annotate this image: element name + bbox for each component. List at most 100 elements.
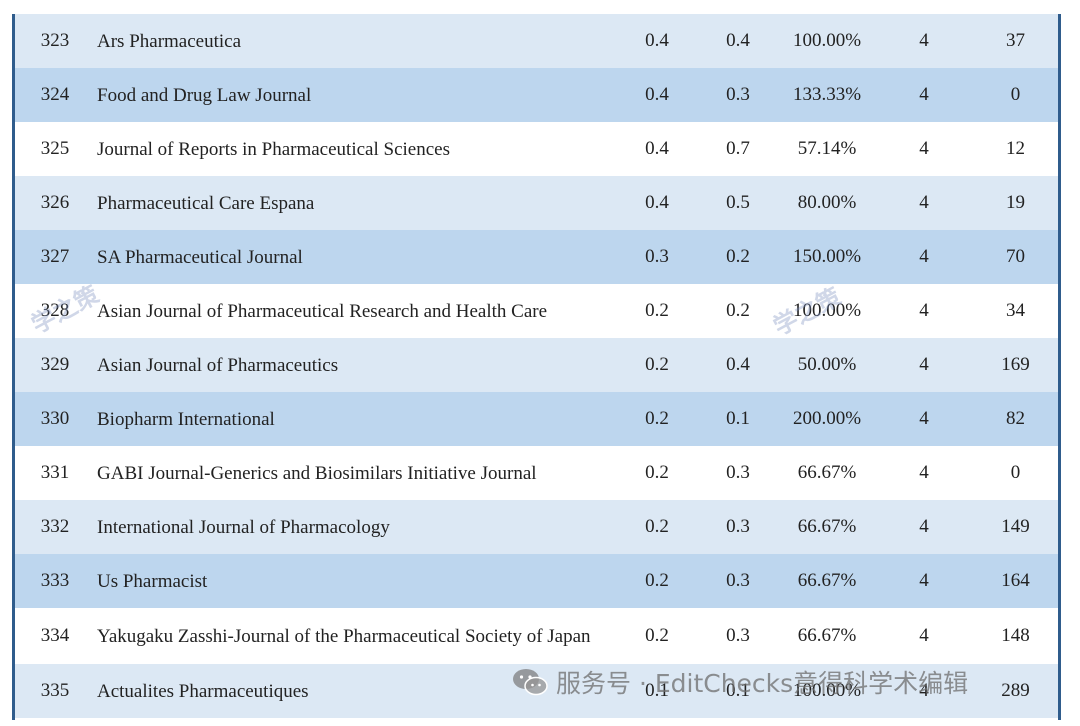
journal-name-cell: SA Pharmaceutical Journal	[97, 246, 303, 268]
percent-cell: 50.00%	[797, 354, 857, 375]
quartile-cell: 4	[919, 138, 929, 159]
quartile-cell: 4	[919, 516, 929, 537]
percent-cell: 66.67%	[797, 516, 857, 537]
journal-name-cell: Food and Drug Law Journal	[97, 84, 312, 106]
rank-cell: 335	[40, 680, 70, 701]
rank-cell: 333	[40, 570, 70, 591]
rank-cell: 330	[40, 408, 70, 429]
value-1-cell: 0.2	[645, 625, 669, 646]
table-row: 333 Us Pharmacist 0.2 0.3 66.67% 4 164	[15, 554, 1058, 608]
value-1-cell: 0.1	[645, 680, 669, 701]
rank-cell: 328	[40, 300, 70, 321]
journal-name-cell: Pharmaceutical Care Espana	[97, 192, 315, 214]
journal-name-cell: Asian Journal of Pharmaceutics	[97, 354, 339, 376]
table-row: 330 Biopharm International 0.2 0.1 200.0…	[15, 392, 1058, 446]
percent-cell: 80.00%	[797, 192, 857, 213]
value-1-cell: 0.4	[645, 84, 669, 105]
quartile-cell: 4	[919, 680, 929, 701]
value-2-cell: 0.3	[726, 84, 750, 105]
percent-cell: 66.67%	[797, 462, 857, 483]
table-row: 325 Journal of Reports in Pharmaceutical…	[15, 122, 1058, 176]
value-1-cell: 0.2	[645, 462, 669, 483]
quartile-cell: 4	[919, 192, 929, 213]
table-row: 334 Yakugaku Zasshi-Journal of the Pharm…	[15, 608, 1058, 664]
journal-name-cell: Ars Pharmaceutica	[97, 30, 242, 52]
percent-cell: 66.67%	[797, 625, 857, 646]
quartile-cell: 4	[919, 354, 929, 375]
table-row: 326 Pharmaceutical Care Espana 0.4 0.5 8…	[15, 176, 1058, 230]
value-2-cell: 0.4	[726, 30, 750, 51]
count-cell: 169	[1001, 354, 1030, 375]
value-1-cell: 0.4	[645, 138, 669, 159]
journal-name-cell: Biopharm International	[97, 408, 275, 430]
quartile-cell: 4	[919, 408, 929, 429]
value-2-cell: 0.2	[726, 300, 750, 321]
rank-cell: 334	[40, 625, 70, 646]
count-cell: 0	[1010, 84, 1021, 105]
value-2-cell: 0.3	[726, 625, 750, 646]
count-cell: 37	[1006, 30, 1025, 51]
quartile-cell: 4	[919, 625, 929, 646]
value-2-cell: 0.1	[726, 408, 750, 429]
quartile-cell: 4	[919, 246, 929, 267]
value-1-cell: 0.4	[645, 30, 669, 51]
count-cell: 19	[1006, 192, 1025, 213]
quartile-cell: 4	[919, 84, 929, 105]
table-row: 329 Asian Journal of Pharmaceutics 0.2 0…	[15, 338, 1058, 392]
percent-cell: 100.00%	[792, 300, 862, 321]
value-1-cell: 0.3	[645, 246, 669, 267]
count-cell: 149	[1001, 516, 1030, 537]
count-cell: 289	[1001, 680, 1030, 701]
value-1-cell: 0.2	[645, 408, 669, 429]
percent-cell: 133.33%	[792, 84, 862, 105]
value-2-cell: 0.3	[726, 516, 750, 537]
value-1-cell: 0.2	[645, 354, 669, 375]
percent-cell: 57.14%	[797, 138, 857, 159]
value-1-cell: 0.2	[645, 516, 669, 537]
quartile-cell: 4	[919, 462, 929, 483]
value-1-cell: 0.2	[645, 300, 669, 321]
count-cell: 0	[1010, 462, 1021, 483]
count-cell: 34	[1006, 300, 1025, 321]
count-cell: 12	[1006, 138, 1025, 159]
value-2-cell: 0.4	[726, 354, 750, 375]
value-2-cell: 0.7	[726, 138, 750, 159]
rank-cell: 326	[40, 192, 70, 213]
value-1-cell: 0.4	[645, 192, 669, 213]
journal-name-cell: Us Pharmacist	[97, 570, 208, 592]
value-2-cell: 0.2	[726, 246, 750, 267]
table-row: 323 Ars Pharmaceutica 0.4 0.4 100.00% 4 …	[15, 14, 1058, 68]
value-2-cell: 0.5	[726, 192, 750, 213]
journal-ranking-table: 323 Ars Pharmaceutica 0.4 0.4 100.00% 4 …	[15, 14, 1058, 718]
percent-cell: 200.00%	[792, 408, 862, 429]
rank-cell: 329	[40, 354, 70, 375]
table-row: 328 Asian Journal of Pharmaceutical Rese…	[15, 284, 1058, 338]
quartile-cell: 4	[919, 30, 929, 51]
value-1-cell: 0.2	[645, 570, 669, 591]
rank-cell: 325	[40, 138, 70, 159]
quartile-cell: 4	[919, 570, 929, 591]
journal-name-cell: Journal of Reports in Pharmaceutical Sci…	[97, 138, 450, 160]
percent-cell: 150.00%	[792, 246, 862, 267]
count-cell: 148	[1001, 625, 1030, 646]
rank-cell: 323	[40, 30, 70, 51]
table-row: 332 International Journal of Pharmacolog…	[15, 500, 1058, 554]
count-cell: 70	[1006, 246, 1025, 267]
value-2-cell: 0.1	[726, 680, 750, 701]
rank-cell: 332	[40, 516, 70, 537]
table-row: 331 GABI Journal-Generics and Biosimilar…	[15, 446, 1058, 500]
rank-cell: 324	[40, 84, 70, 105]
table-row: 324 Food and Drug Law Journal 0.4 0.3 13…	[15, 68, 1058, 122]
rank-cell: 331	[40, 462, 70, 483]
journal-name-cell: Yakugaku Zasshi-Journal of the Pharmaceu…	[97, 625, 591, 647]
journal-name-cell: International Journal of Pharmacology	[97, 516, 390, 538]
journal-name-cell: Asian Journal of Pharmaceutical Research…	[97, 300, 548, 322]
rank-cell: 327	[40, 246, 70, 267]
count-cell: 164	[1001, 570, 1030, 591]
percent-cell: 100.00%	[792, 680, 862, 701]
percent-cell: 100.00%	[792, 30, 862, 51]
table-row: 327 SA Pharmaceutical Journal 0.3 0.2 15…	[15, 230, 1058, 284]
percent-cell: 66.67%	[797, 570, 857, 591]
quartile-cell: 4	[919, 300, 929, 321]
value-2-cell: 0.3	[726, 570, 750, 591]
